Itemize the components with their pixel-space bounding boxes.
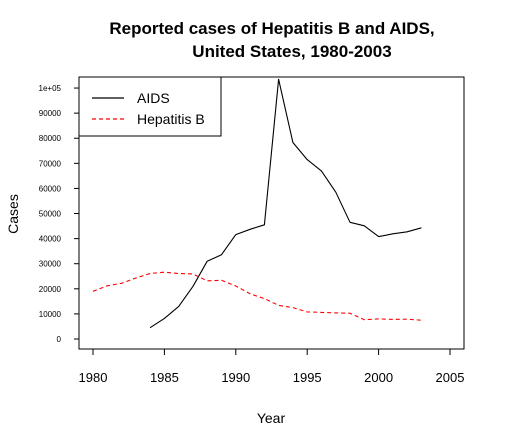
- y-tick-label-10000: 10000: [39, 310, 62, 319]
- y-tick-label-1e-05: 1e+05: [39, 84, 62, 93]
- y-tick-label-70000: 70000: [39, 159, 62, 168]
- x-axis-label: Year: [257, 410, 286, 426]
- x-tick-label-2000: 2000: [364, 370, 393, 385]
- legend: AIDS Hepatitis B: [78, 76, 222, 137]
- y-tick-label-80000: 80000: [39, 134, 62, 143]
- y-tick-label-30000: 30000: [39, 260, 62, 269]
- y-tick-label-20000: 20000: [39, 285, 62, 294]
- x-tick-label-2005: 2005: [436, 370, 465, 385]
- x-tick-label-1995: 1995: [293, 370, 322, 385]
- y-tick-label-50000: 50000: [39, 210, 62, 219]
- legend-label-aids: AIDS: [137, 90, 170, 106]
- x-tick-label-1985: 1985: [150, 370, 179, 385]
- chart-title-line-1: Reported cases of Hepatitis B and AIDS,: [109, 19, 434, 38]
- y-tick-label-60000: 60000: [39, 184, 62, 193]
- series-line-aids: [149, 78, 422, 329]
- y-tick-label-0: 0: [57, 335, 62, 344]
- y-tick-label-40000: 40000: [39, 235, 62, 244]
- y-axis: 0 10000 20000 30000 40000 50000 60000 70000 8000…: [39, 84, 80, 344]
- series-line-hepatitis-b: [92, 271, 422, 321]
- legend-label-hepatitis-b: Hepatitis B: [137, 111, 205, 127]
- x-tick-label-1980: 1980: [79, 370, 108, 385]
- x-axis: 1980 1985 1990 1995 2000 2005: [79, 348, 465, 385]
- x-tick-label-1990: 1990: [221, 370, 250, 385]
- y-axis-label: Cases: [5, 194, 21, 234]
- chart-title-line-2: United States, 1980-2003: [192, 42, 391, 61]
- legend-box: [78, 76, 222, 137]
- y-tick-label-90000: 90000: [39, 109, 62, 118]
- series-layer: [92, 78, 422, 329]
